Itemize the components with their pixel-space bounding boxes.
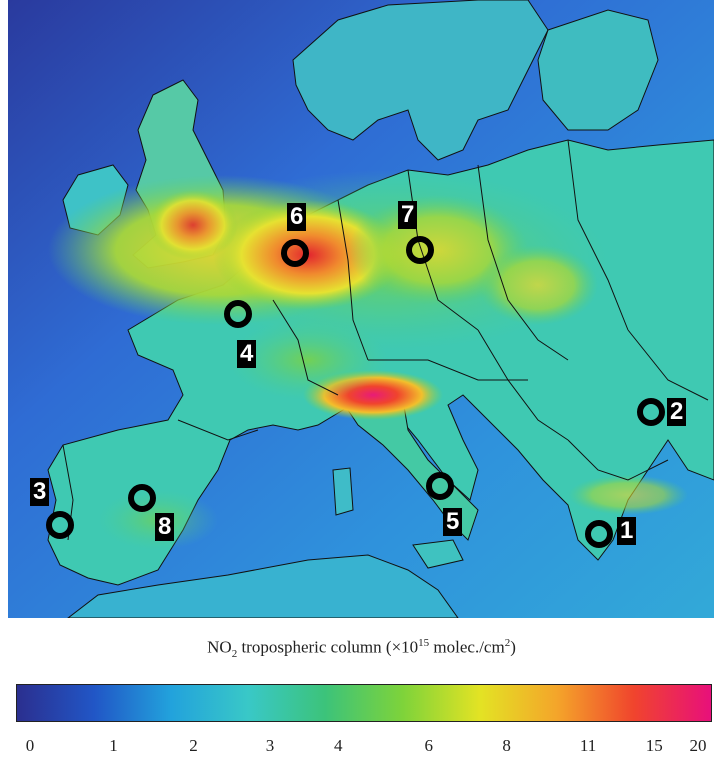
site-marker-1 bbox=[585, 520, 613, 548]
legend-title-mid: tropospheric column (×10 bbox=[237, 637, 419, 657]
legend-title-sub: 2 bbox=[231, 648, 238, 661]
site-label-1: 1 bbox=[617, 517, 637, 545]
colorbar-tick-label: 8 bbox=[502, 736, 511, 755]
landmass-north-africa bbox=[67, 554, 459, 618]
site-label-4: 4 bbox=[237, 340, 257, 368]
site-label-8: 8 bbox=[155, 513, 175, 541]
site-marker-2 bbox=[637, 398, 665, 426]
site-marker-8 bbox=[128, 484, 156, 512]
site-markers bbox=[46, 236, 665, 548]
colorbar bbox=[16, 684, 712, 722]
colorbar-tick-label: 4 bbox=[333, 736, 343, 755]
site-label-2: 2 bbox=[667, 398, 687, 426]
country-borders bbox=[62, 139, 709, 541]
colorbar-tick-label: 11 bbox=[579, 736, 597, 755]
legend-title-unit: molec./cm bbox=[429, 637, 505, 657]
site-label-7: 7 bbox=[398, 201, 418, 229]
colorbar-tick-label: 6 bbox=[424, 736, 433, 755]
colorbar-tick-label: 20 bbox=[689, 736, 707, 755]
colorbar-tick-label: 2 bbox=[189, 736, 198, 755]
site-marker-3 bbox=[46, 511, 74, 539]
site-label-5: 5 bbox=[443, 508, 463, 536]
colorbar-tick-label: 0 bbox=[25, 736, 35, 755]
site-marker-4 bbox=[224, 300, 252, 328]
colorbar-tick-label: 3 bbox=[265, 736, 275, 755]
site-marker-5 bbox=[426, 472, 454, 500]
site-marker-7 bbox=[406, 236, 434, 264]
landmass-finland bbox=[537, 9, 659, 131]
landmass-sicily bbox=[412, 539, 464, 569]
legend-title-unit-exp: 2 bbox=[504, 637, 511, 649]
legend-title: NO2 tropospheric column (×1015 molec./cm… bbox=[0, 637, 723, 660]
legend-title-prefix: NO bbox=[207, 637, 232, 657]
landmass-sardinia bbox=[332, 467, 354, 516]
legend-title-end: ) bbox=[510, 637, 516, 657]
site-label-3: 3 bbox=[30, 478, 50, 506]
landmass-scandinavia bbox=[292, 0, 549, 161]
legend-title-exp: 15 bbox=[418, 637, 430, 649]
site-marker-6 bbox=[281, 239, 309, 267]
colorbar-tick-label: 1 bbox=[109, 736, 118, 755]
colorbar-tick-label: 15 bbox=[645, 736, 663, 755]
no2-map bbox=[8, 0, 714, 618]
site-label-6: 6 bbox=[287, 203, 307, 231]
